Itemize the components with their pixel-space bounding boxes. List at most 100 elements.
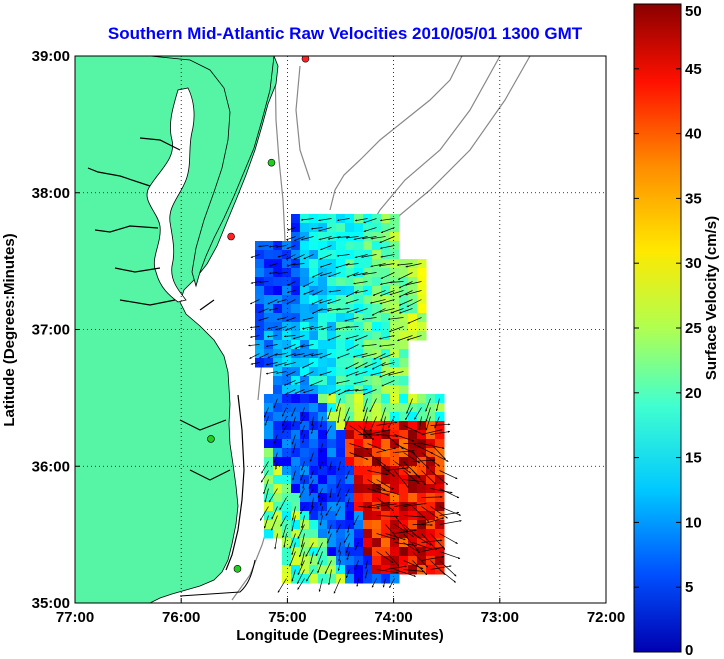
velocity-cell [318, 331, 328, 341]
velocity-arrow [439, 488, 460, 499]
velocity-cell [318, 304, 328, 314]
velocity-cell [408, 313, 418, 323]
velocity-cell [372, 250, 382, 260]
velocity-arrow [303, 353, 314, 357]
velocity-cell [363, 574, 373, 584]
velocity-arrow [361, 353, 377, 358]
velocity-cell [372, 385, 382, 395]
velocity-cell [381, 421, 391, 431]
velocity-arrow [333, 578, 341, 594]
velocity-arrow [373, 353, 386, 360]
velocity-arrow [376, 434, 399, 438]
colorbar-tick-label: 10 [685, 514, 702, 531]
velocity-cell [399, 493, 409, 503]
velocity-cell [282, 502, 292, 512]
velocity-cell [381, 295, 391, 305]
velocity-cell [318, 403, 328, 413]
velocity-cell [327, 232, 337, 242]
velocity-cell [300, 286, 310, 296]
velocity-arrow [320, 245, 332, 251]
velocity-cell [300, 349, 310, 359]
velocity-cell [309, 394, 319, 404]
velocity-cell [390, 223, 400, 233]
velocity-arrow [294, 236, 305, 241]
velocity-arrow [319, 299, 332, 304]
velocity-arrow [371, 362, 386, 370]
velocity-arrow [358, 434, 380, 437]
velocity-cell [300, 313, 310, 323]
velocity-arrow [430, 443, 446, 460]
velocity-cell [372, 331, 382, 341]
velocity-arrow [267, 299, 278, 305]
velocity-cell [273, 493, 283, 503]
velocity-arrow [380, 227, 395, 234]
velocity-cell [408, 277, 418, 287]
velocity-cell [282, 340, 292, 350]
velocity-cell [327, 223, 337, 233]
velocity-cell [408, 484, 418, 494]
velocity-cell [354, 466, 364, 476]
velocity-arrow [318, 218, 332, 222]
velocity-cell [354, 250, 364, 260]
velocity-arrow [379, 344, 395, 348]
velocity-arrow [362, 407, 368, 422]
velocity-arrow [379, 371, 395, 378]
velocity-arrow [287, 227, 296, 231]
velocity-cell [426, 493, 436, 503]
velocity-arrow [397, 335, 413, 342]
velocity-cell [282, 556, 292, 566]
velocity-arrow [430, 565, 452, 570]
velocity-cell [345, 322, 355, 332]
velocity-cell [372, 358, 382, 368]
velocity-cell [381, 394, 391, 404]
velocity-cell [291, 223, 301, 233]
velocity-arrow [325, 425, 332, 435]
velocity-cell [390, 385, 400, 395]
velocity-cell [291, 277, 301, 287]
velocity-arrow [355, 371, 368, 376]
velocity-cell [273, 403, 283, 413]
velocity-cell [399, 394, 409, 404]
velocity-cell [327, 475, 337, 485]
velocity-cell [354, 214, 364, 224]
velocity-arrow [425, 416, 431, 431]
velocity-cell [354, 349, 364, 359]
velocity-cell [291, 286, 301, 296]
velocity-cell [309, 403, 319, 413]
velocity-arrow [249, 353, 260, 359]
velocity-cell [300, 223, 310, 233]
velocity-cell [363, 223, 373, 233]
velocity-cell [309, 214, 319, 224]
velocity-arrow [403, 470, 420, 485]
velocity-cell [336, 232, 346, 242]
velocity-arrow [347, 524, 350, 534]
velocity-arrow [385, 466, 409, 471]
velocity-cell [282, 439, 292, 449]
velocity-cell [300, 214, 310, 224]
velocity-arrow [317, 560, 323, 574]
velocity-cell [273, 367, 283, 377]
velocity-cell [363, 250, 373, 260]
velocity-arrow [286, 299, 296, 305]
grid-lines [75, 56, 606, 603]
velocity-cell [399, 358, 409, 368]
velocity-arrow [266, 335, 278, 338]
velocity-cell [417, 295, 427, 305]
velocity-cell [300, 493, 310, 503]
velocity-cell [381, 232, 391, 242]
velocity-cell [390, 286, 400, 296]
velocity-arrow [310, 227, 323, 230]
velocity-arrow [363, 416, 368, 432]
velocity-cell [264, 286, 274, 296]
velocity-cell [318, 385, 328, 395]
velocity-arrow [280, 515, 287, 527]
velocity-arrow [286, 317, 296, 322]
velocity-cell [345, 250, 355, 260]
velocity-cell [309, 322, 319, 332]
velocity-arrow [397, 272, 413, 280]
isobath [295, 65, 311, 181]
velocity-cell [408, 304, 418, 314]
velocity-cell [309, 457, 319, 467]
velocity-arrow [327, 335, 341, 341]
velocity-cell [309, 430, 319, 440]
